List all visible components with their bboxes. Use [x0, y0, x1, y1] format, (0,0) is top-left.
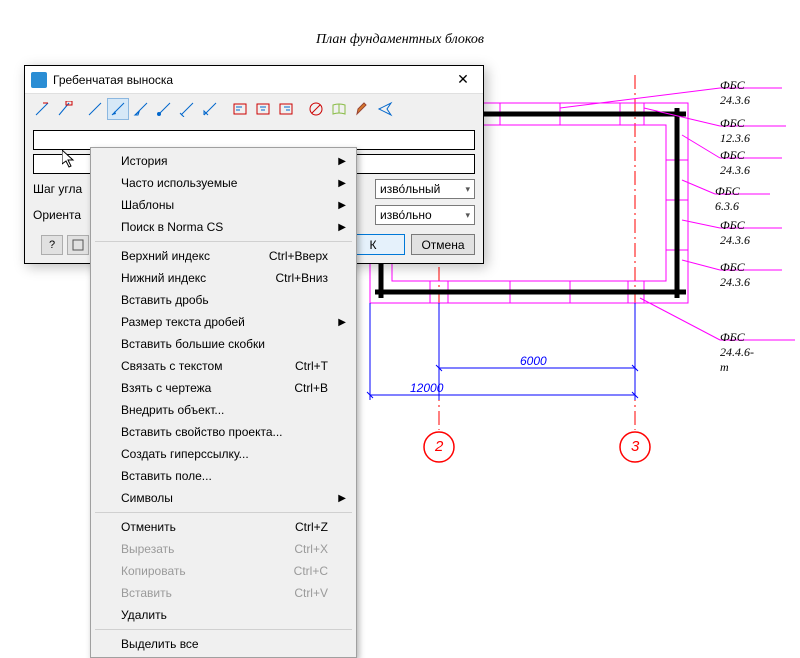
dialog-icon — [31, 72, 47, 88]
menu-frequent[interactable]: Часто используемые▶ — [93, 172, 354, 194]
menu-cut: ВырезатьCtrl+X — [93, 538, 354, 560]
menu-field[interactable]: Вставить поле... — [93, 465, 354, 487]
menu-subscript[interactable]: Нижний индексCtrl+Вниз — [93, 267, 354, 289]
help-button[interactable]: ? — [41, 235, 63, 255]
orient-label: Ориента — [33, 208, 81, 222]
dialog-titlebar[interactable]: Гребенчатая выноска ✕ — [25, 66, 483, 94]
dimension-text: 12000 — [410, 381, 443, 395]
menu-embed[interactable]: Внедрить объект... — [93, 399, 354, 421]
menu-projprop[interactable]: Вставить свойство проекта... — [93, 421, 354, 443]
tool-arrow-6[interactable] — [199, 98, 221, 120]
menu-selectall[interactable]: Выделить все — [93, 633, 354, 655]
context-menu: История▶ Часто используемые▶ Шаблоны▶ По… — [90, 147, 357, 658]
block-label: ФБС 12.3.6 — [720, 116, 750, 146]
tool-brush-icon[interactable] — [351, 98, 373, 120]
menu-superscript[interactable]: Верхний индексCtrl+Вверх — [93, 245, 354, 267]
tool-arrow-5[interactable] — [176, 98, 198, 120]
menu-normacs[interactable]: Поиск в Norma CS▶ — [93, 216, 354, 238]
menu-copy: КопироватьCtrl+C — [93, 560, 354, 582]
dialog-title: Гребенчатая выноска — [53, 73, 449, 87]
block-label: ФБС 24.4.6-m — [720, 330, 754, 375]
block-label: ФБС 6.3.6 — [715, 184, 740, 214]
tool-align-center[interactable] — [252, 98, 274, 120]
tool-arrow-1[interactable] — [84, 98, 106, 120]
cancel-button[interactable]: Отмена — [411, 234, 475, 255]
step-angle-label: Шаг угла — [33, 182, 82, 196]
block-label: ФБС 24.3.6 — [720, 78, 750, 108]
close-button[interactable]: ✕ — [449, 70, 477, 90]
menu-symbols[interactable]: Символы▶ — [93, 487, 354, 509]
menu-templates[interactable]: Шаблоны▶ — [93, 194, 354, 216]
tool-align-right[interactable] — [275, 98, 297, 120]
combo-1[interactable]: изво́льный▾ — [375, 179, 475, 199]
dialog-toolbar — [25, 94, 483, 124]
grid-bubble-text: 2 — [435, 438, 443, 455]
menu-fracsize[interactable]: Размер текста дробей▶ — [93, 311, 354, 333]
menu-paste: ВставитьCtrl+V — [93, 582, 354, 604]
menu-fromdwg[interactable]: Взять с чертежаCtrl+B — [93, 377, 354, 399]
menu-history[interactable]: История▶ — [93, 150, 354, 172]
block-label: ФБС 24.3.6 — [720, 148, 750, 178]
block-label: ФБС 24.3.6 — [720, 218, 750, 248]
options-button[interactable] — [67, 235, 89, 255]
tool-arrow-2[interactable] — [107, 98, 129, 120]
menu-brackets[interactable]: Вставить большие скобки — [93, 333, 354, 355]
tool-leader-1[interactable] — [31, 98, 53, 120]
menu-undo[interactable]: ОтменитьCtrl+Z — [93, 516, 354, 538]
dimension-text: 6000 — [520, 354, 547, 368]
tool-leader-2[interactable] — [54, 98, 76, 120]
tool-send-icon[interactable] — [374, 98, 396, 120]
tool-book-icon[interactable] — [328, 98, 350, 120]
block-label: ФБС 24.3.6 — [720, 260, 750, 290]
menu-hyperlink[interactable]: Создать гиперссылку... — [93, 443, 354, 465]
tool-arrow-3[interactable] — [130, 98, 152, 120]
menu-delete[interactable]: Удалить — [93, 604, 354, 626]
tool-empty-icon[interactable] — [305, 98, 327, 120]
grid-bubble-text: 3 — [631, 438, 639, 455]
menu-linktext[interactable]: Связать с текстомCtrl+T — [93, 355, 354, 377]
tool-arrow-4[interactable] — [153, 98, 175, 120]
tool-align-left[interactable] — [229, 98, 251, 120]
menu-fraction[interactable]: Вставить дробь — [93, 289, 354, 311]
combo-2[interactable]: изво́льно▾ — [375, 205, 475, 225]
